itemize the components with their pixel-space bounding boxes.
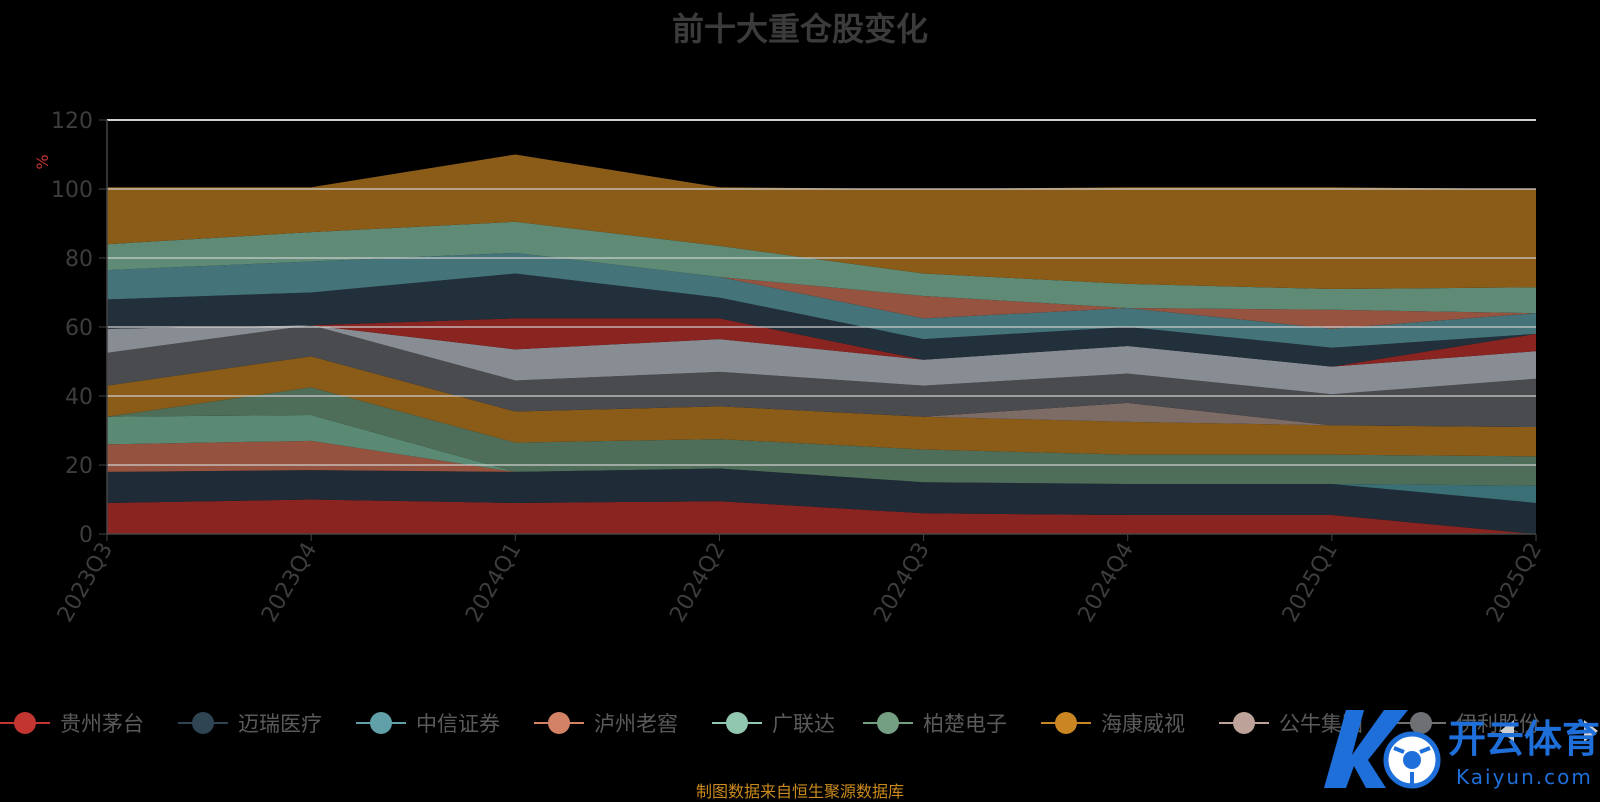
- gridlines: [107, 119, 1536, 466]
- legend-item[interactable]: 中信证券: [356, 706, 500, 740]
- legend-label: 贵州茅台: [60, 712, 144, 736]
- legend-prev-arrow-icon[interactable]: [1500, 720, 1514, 742]
- area-series-0[interactable]: [107, 499, 1536, 535]
- legend-marker-icon: [1396, 706, 1446, 740]
- legend-item[interactable]: 海康威视: [1041, 706, 1185, 740]
- x-tick-label: 2025Q2: [1482, 539, 1547, 627]
- y-tick-labels: 0 20 40 60 80 100 120: [51, 109, 107, 548]
- x-tick-label: 2025Q1: [1278, 539, 1343, 627]
- legend-marker-icon: [863, 706, 913, 740]
- legend-next-arrow-icon[interactable]: [1584, 720, 1598, 742]
- legend-item[interactable]: 伊利股份: [1396, 706, 1540, 740]
- y-tick-label: 0: [79, 523, 93, 548]
- legend-item[interactable]: 泸州老窖: [534, 706, 678, 740]
- legend-label: 迈瑞医疗: [238, 712, 322, 736]
- area-series-11[interactable]: [107, 273, 1536, 367]
- chart-title: 前十大重仓股变化: [671, 10, 928, 48]
- area-series-6[interactable]: [107, 356, 1536, 457]
- x-tick-label: 2023Q3: [53, 539, 118, 627]
- area-series-15[interactable]: [107, 154, 1536, 290]
- y-tick-label: 120: [51, 109, 93, 134]
- legend-label: 广联达: [772, 712, 835, 736]
- legend-marker-icon: [356, 706, 406, 740]
- area-series-5[interactable]: [107, 387, 1536, 486]
- legend-marker-icon: [1219, 706, 1269, 740]
- legend-item[interactable]: 广联达: [712, 706, 835, 740]
- legend-marker-icon: [178, 706, 228, 740]
- y-axis-unit-label: %: [33, 154, 52, 169]
- legend-item[interactable]: 迈瑞医疗: [178, 706, 322, 740]
- x-tick-label: 2024Q2: [665, 539, 730, 627]
- x-tick-label: 2024Q4: [1074, 539, 1139, 627]
- legend-marker-icon: [1041, 706, 1091, 740]
- stacked-areas: [107, 154, 1536, 535]
- legend-marker-icon: [534, 706, 584, 740]
- x-tick-label: 2024Q3: [869, 539, 934, 627]
- area-series-9[interactable]: [107, 325, 1536, 395]
- legend-label: 中信证券: [416, 712, 500, 736]
- watermark-brand-cn: 开云体育: [1448, 717, 1600, 761]
- y-tick-label: 80: [65, 247, 93, 272]
- legend-label: 柏楚电子: [923, 712, 1007, 736]
- y-tick-label: 100: [51, 178, 93, 203]
- area-series-13[interactable]: [107, 252, 1536, 329]
- y-tick-label: 40: [65, 385, 93, 410]
- legend-item[interactable]: 柏楚电子: [863, 706, 1007, 740]
- x-tick-label: 2023Q4: [257, 539, 322, 627]
- legend-marker-icon: [712, 706, 762, 740]
- area-series-1[interactable]: [107, 468, 1536, 534]
- area-series-8[interactable]: [107, 325, 1536, 428]
- kaiyun-watermark-logo: 开云体育 Kaiyun.com: [1324, 710, 1600, 789]
- area-series-7[interactable]: [107, 356, 1536, 428]
- legend-label: 伊利股份: [1456, 712, 1540, 736]
- source-note: 制图数据来自恒生聚源数据库: [695, 782, 904, 801]
- legend[interactable]: 贵州茅台 迈瑞医疗 中信证券 泸州老窖 广联达 柏楚电子 海康威视 公牛集团 伊利股份: [0, 706, 1600, 740]
- legend-marker-icon: [0, 706, 50, 740]
- area-series-12[interactable]: [107, 252, 1536, 348]
- y-tick-label: 60: [65, 316, 93, 341]
- legend-item[interactable]: 贵州茅台: [0, 706, 144, 740]
- area-series-14[interactable]: [107, 221, 1536, 314]
- area-series-4[interactable]: [107, 414, 1536, 486]
- x-tick-label: 2024Q1: [461, 539, 526, 627]
- legend-label: 泸州老窖: [594, 712, 678, 736]
- area-series-3[interactable]: [107, 440, 1536, 486]
- watermark-brand-en: Kaiyun.com: [1456, 765, 1593, 789]
- y-tick-label: 20: [65, 454, 93, 479]
- legend-label: 海康威视: [1101, 712, 1185, 736]
- area-series-10[interactable]: [107, 318, 1536, 367]
- x-tick-labels: 2023Q3 2023Q4 2024Q1 2024Q2 2024Q3 2024Q4 2025…: [53, 534, 1547, 627]
